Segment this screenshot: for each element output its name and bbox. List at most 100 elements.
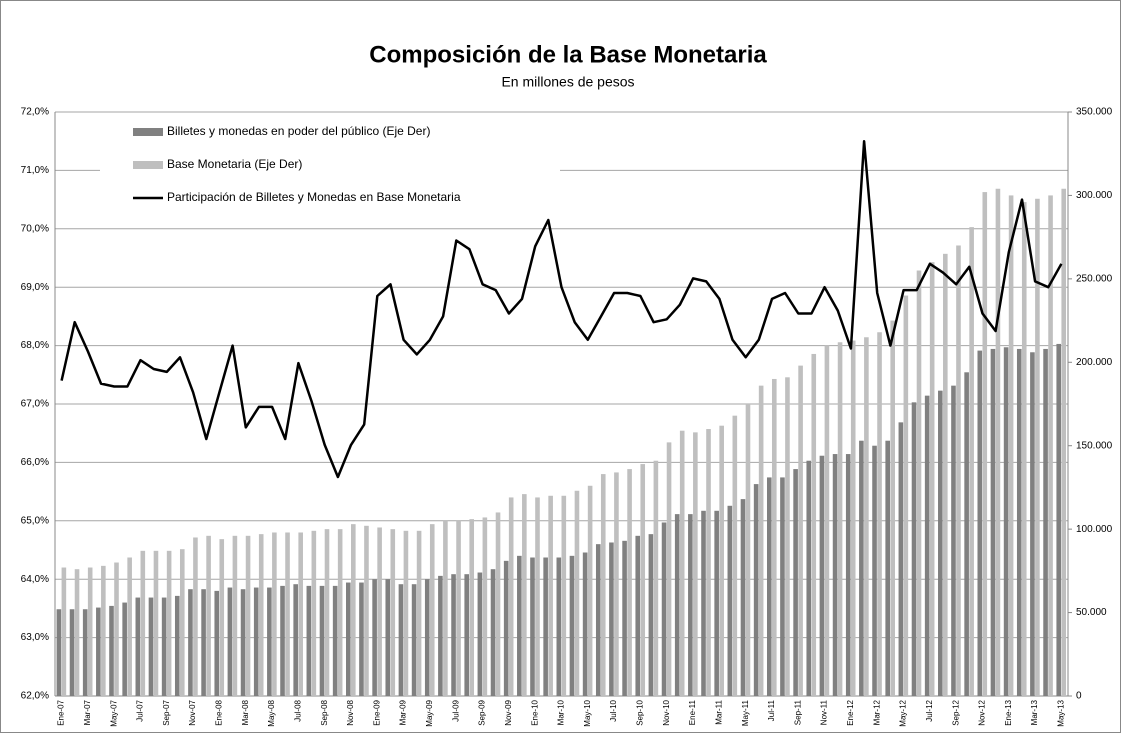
bar [614,472,619,696]
bar [188,589,193,696]
bar [411,584,417,696]
bar [548,495,553,696]
bar [438,575,443,696]
bar [87,567,93,696]
x-tick-label: Nov-08 [346,699,355,725]
bar [337,529,343,696]
x-tick-label: Sep-08 [320,699,329,725]
x-tick-label: Mar-08 [241,699,250,725]
bar [390,529,396,696]
x-tick-label: Mar-13 [1030,699,1039,725]
x-tick-label: May-11 [741,699,750,726]
bar [530,557,535,696]
bar [714,510,719,696]
chart-subtitle: En millones de pesos [501,74,634,90]
x-tick-label: May-10 [583,699,592,726]
bar [56,609,62,696]
x-tick-label: Mar-10 [557,699,566,725]
bar [127,557,132,696]
x-tick-label: May-09 [425,699,434,726]
bar [648,534,654,696]
bar [351,524,356,696]
bar [451,574,456,696]
y-tick-label: 63,0% [21,632,49,643]
bar [372,579,377,696]
bar [609,542,614,696]
bar [701,510,706,696]
bar [890,320,895,696]
bar [135,597,141,696]
bar [385,579,391,696]
bar [872,445,877,696]
bar [964,372,969,696]
bar [982,192,988,696]
y2-tick-label: 350.000 [1076,107,1113,118]
x-tick-label: Jul-10 [609,699,618,721]
y-tick-label: 62,0% [21,691,49,702]
y2-tick-label: 250.000 [1076,273,1113,284]
bar [179,549,185,696]
bar [495,512,501,696]
bar [745,404,751,696]
bar [398,584,404,696]
bar [859,440,864,696]
bar [166,550,172,696]
bar [864,337,869,696]
bar [688,514,693,696]
y2-tick-label: 300.000 [1076,190,1113,201]
y-tick-label: 68,0% [21,340,49,351]
bar [482,517,488,696]
bar [719,425,724,696]
bar [535,497,540,696]
bar [837,342,843,696]
bar [666,442,672,696]
y-tick-label: 72,0% [21,107,49,118]
bar [61,567,67,696]
bar [771,378,777,696]
bar [640,464,646,696]
legend-label: Participación de Billetes y Monedas en B… [167,190,461,204]
bar [674,514,680,696]
bar [929,262,935,696]
x-tick-label: Ene-08 [215,699,224,725]
bar [582,552,588,696]
y2-tick-label: 100.000 [1076,524,1113,535]
bar [298,532,303,696]
bar [903,295,909,696]
x-tick-label: Mar-09 [399,699,408,725]
bar [824,345,830,696]
bar [122,602,127,696]
bar [219,539,225,696]
bar [951,385,956,696]
bar [969,227,974,697]
bar [232,535,238,696]
bar [193,537,198,696]
x-tick-label: Nov-09 [504,699,513,725]
y2-tick-label: 50.000 [1076,607,1107,618]
x-tick-label: Jul-08 [293,699,302,721]
bar [148,597,154,696]
x-tick-label: Ene-10 [530,699,539,725]
bar [1008,195,1014,696]
x-tick-label: May-08 [267,699,276,726]
line-series [60,139,1063,479]
bar [1035,198,1040,696]
bar [758,385,764,696]
bar [490,569,496,696]
bar [377,527,382,696]
chart-title: Composición de la Base Monetaria [369,41,767,68]
bar [161,597,167,696]
legend-swatch [133,128,163,136]
bar [74,569,80,696]
bar [753,484,759,696]
bar [324,529,330,696]
bar [995,188,1001,697]
x-tick-label: Jul-12 [925,699,934,721]
bar [635,535,641,696]
bar [622,540,627,696]
x-tick-label: Sep-11 [793,699,802,725]
bar [1061,188,1067,697]
x-tick-label: Ene-13 [1004,699,1013,725]
bar [569,555,575,696]
